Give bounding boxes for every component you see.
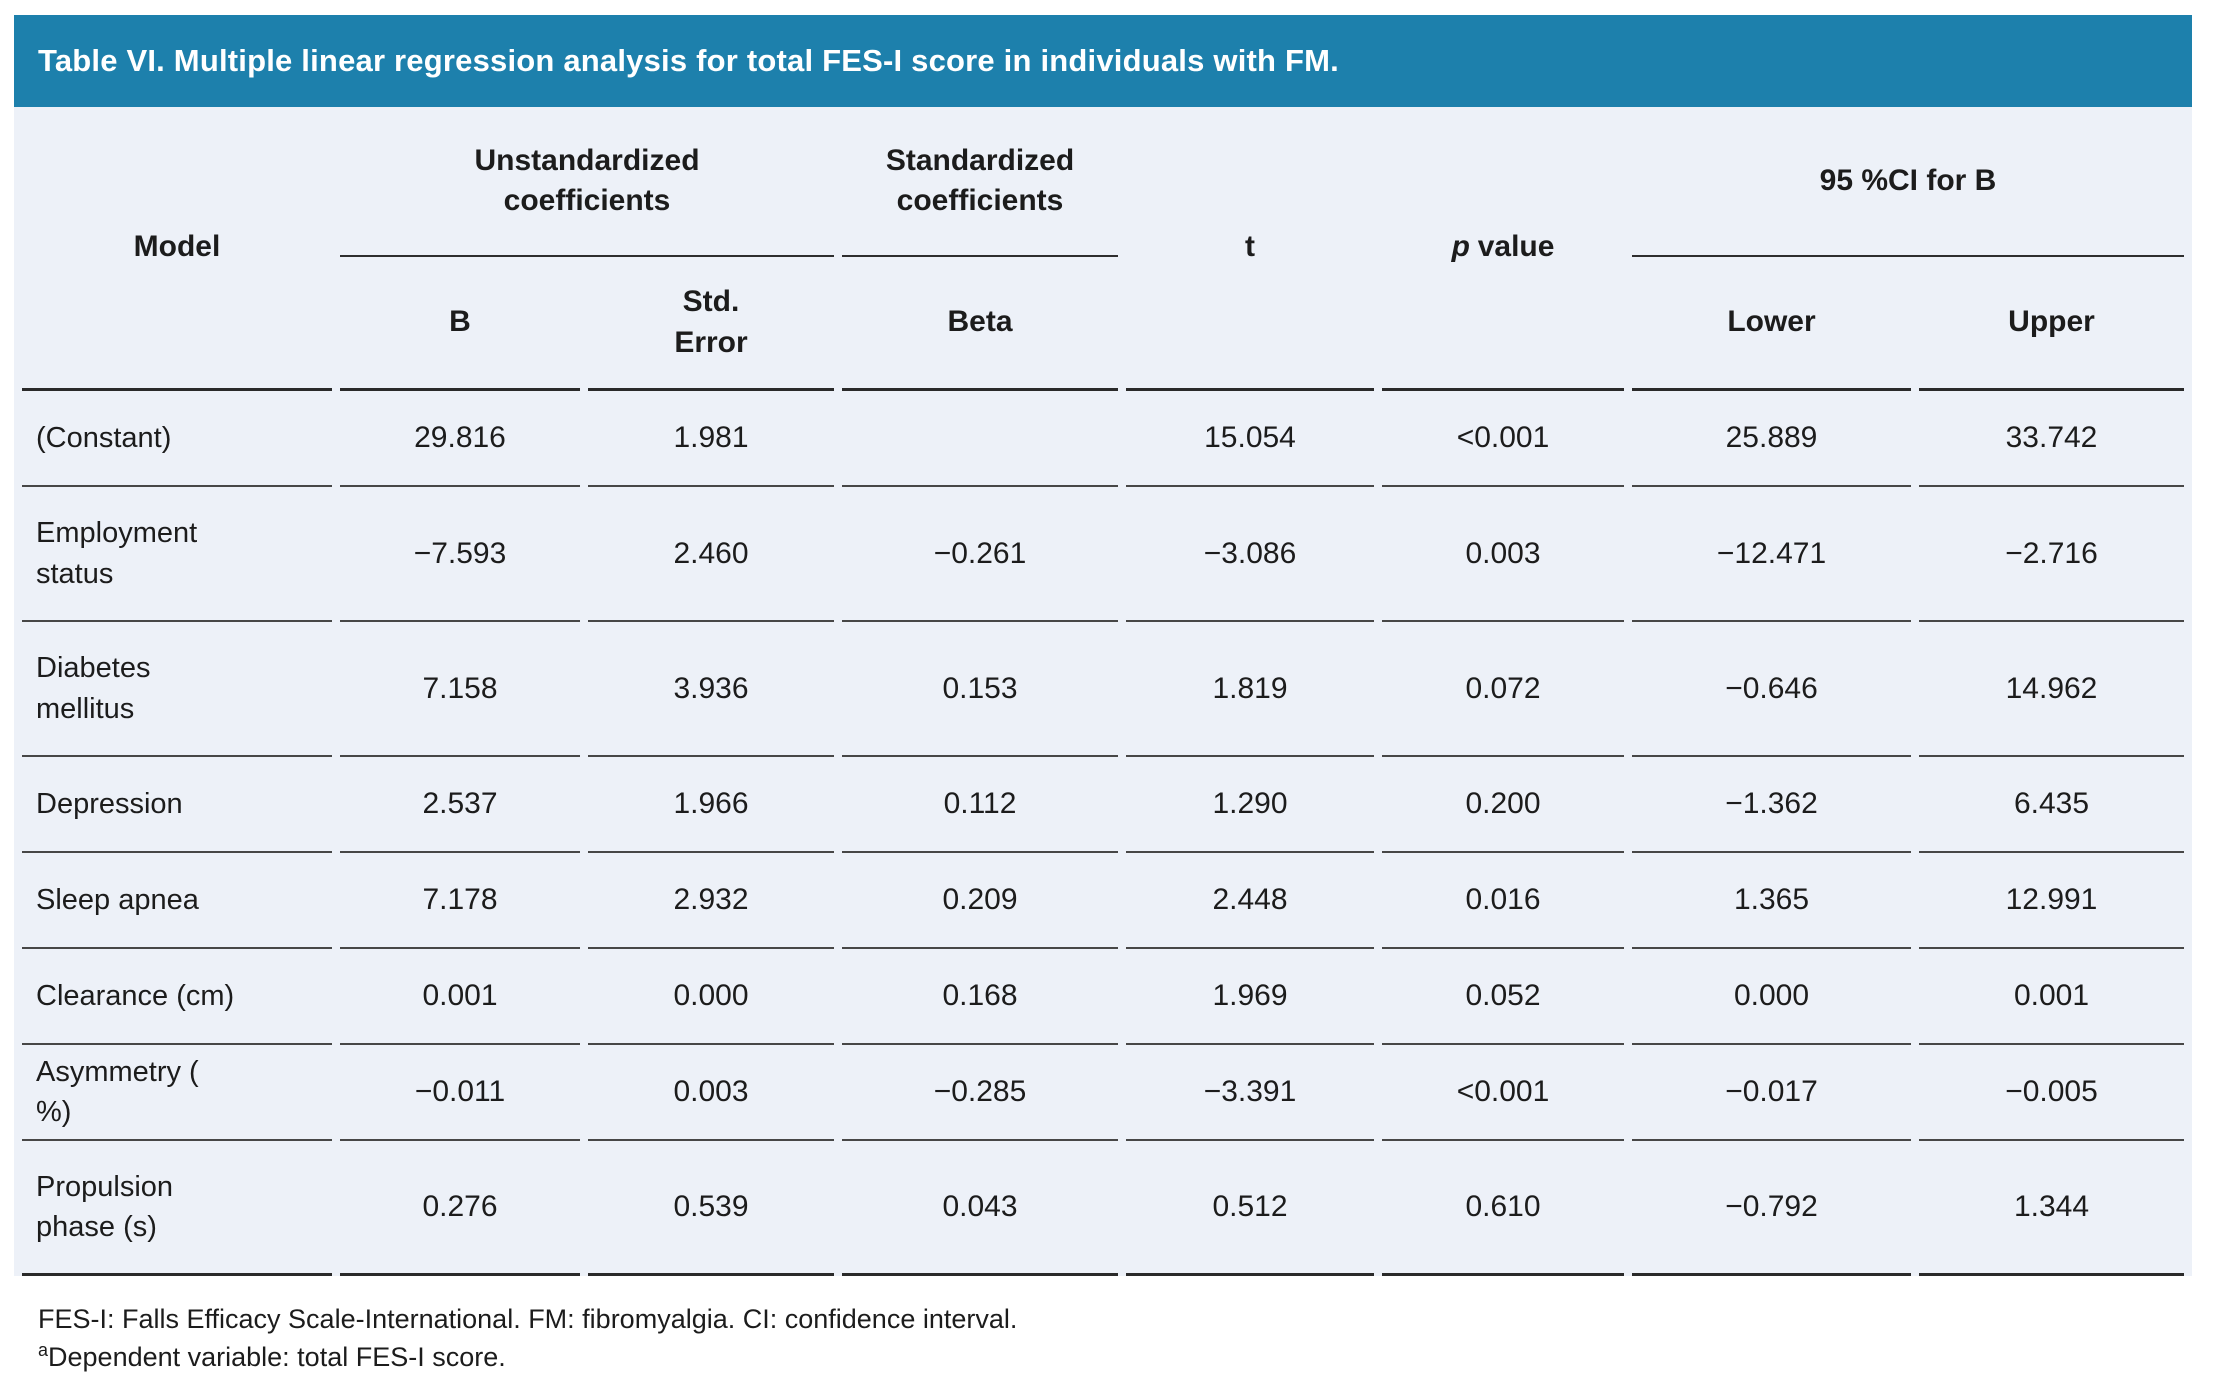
cell-t: 1.290 <box>1126 757 1374 853</box>
header-unstandardized: Unstandardized coefficients <box>340 107 834 257</box>
cell-b: −0.011 <box>340 1045 580 1141</box>
table-row: Propulsion phase (s) 0.276 0.539 0.043 0… <box>22 1141 2184 1276</box>
table-row: Employment status −7.593 2.460 −0.261 −3… <box>22 487 2184 622</box>
cell-upper: 6.435 <box>1919 757 2184 853</box>
cell-beta: −0.285 <box>842 1045 1118 1141</box>
cell-t: 1.819 <box>1126 622 1374 757</box>
cell-model: Clearance (cm) <box>22 949 332 1045</box>
cell-std-error: 3.936 <box>588 622 834 757</box>
regression-table: Model Unstandardized coefficients Standa… <box>14 107 2192 1276</box>
cell-b: 0.276 <box>340 1141 580 1276</box>
footnote-superscript-a: a <box>38 1340 49 1360</box>
cell-b: 7.178 <box>340 853 580 949</box>
cell-model: (Constant) <box>22 391 332 487</box>
cell-model: Employment status <box>22 487 332 622</box>
cell-lower: 1.365 <box>1632 853 1911 949</box>
cell-std-error: 1.966 <box>588 757 834 853</box>
cell-model: Depression <box>22 757 332 853</box>
cell-std-error: 2.460 <box>588 487 834 622</box>
p-value-word: value <box>1477 230 1555 264</box>
cell-upper: 1.344 <box>1919 1141 2184 1276</box>
header-model: Model <box>22 107 332 391</box>
cell-lower: −1.362 <box>1632 757 1911 853</box>
table-row: Diabetes mellitus 7.158 3.936 0.153 1.81… <box>22 622 2184 757</box>
cell-std-error: 0.539 <box>588 1141 834 1276</box>
header-ci: 95 %CI for B <box>1632 107 2184 257</box>
cell-beta: 0.112 <box>842 757 1118 853</box>
header-sub-row: B Std. Error Beta Lower Upper <box>22 257 2184 391</box>
cell-p-value: 0.072 <box>1382 622 1624 757</box>
cell-std-error: 2.932 <box>588 853 834 949</box>
header-beta: Beta <box>842 257 1118 391</box>
table-row: Depression 2.537 1.966 0.112 1.290 0.200… <box>22 757 2184 853</box>
cell-lower: 0.000 <box>1632 949 1911 1045</box>
cell-upper: 0.001 <box>1919 949 2184 1045</box>
footnote-dependent-variable: aDependent variable: total FES-I score. <box>38 1340 506 1372</box>
cell-t: 0.512 <box>1126 1141 1374 1276</box>
table-footnotes: FES-I: Falls Efficacy Scale-Internationa… <box>14 1300 2192 1376</box>
header-b: B <box>340 257 580 391</box>
cell-beta <box>842 391 1118 487</box>
table-title: Table VI. Multiple linear regression ana… <box>38 43 1339 78</box>
cell-upper: −0.005 <box>1919 1045 2184 1141</box>
cell-model: Propulsion phase (s) <box>22 1141 332 1276</box>
cell-upper: 33.742 <box>1919 391 2184 487</box>
cell-beta: 0.209 <box>842 853 1118 949</box>
table-sheet: Table VI. Multiple linear regression ana… <box>14 15 2192 1376</box>
cell-upper: 14.962 <box>1919 622 2184 757</box>
cell-upper: 12.991 <box>1919 853 2184 949</box>
header-upper: Upper <box>1919 257 2184 391</box>
cell-b: −7.593 <box>340 487 580 622</box>
cell-p-value: <0.001 <box>1382 391 1624 487</box>
cell-lower: −12.471 <box>1632 487 1911 622</box>
cell-p-value: 0.016 <box>1382 853 1624 949</box>
cell-std-error: 0.003 <box>588 1045 834 1141</box>
table-body: (Constant) 29.816 1.981 15.054 <0.001 25… <box>22 391 2184 1276</box>
cell-t: −3.086 <box>1126 487 1374 622</box>
cell-t: 2.448 <box>1126 853 1374 949</box>
table-row: Sleep apnea 7.178 2.932 0.209 2.448 0.01… <box>22 853 2184 949</box>
cell-p-value: 0.610 <box>1382 1141 1624 1276</box>
cell-p-value: 0.052 <box>1382 949 1624 1045</box>
header-lower: Lower <box>1632 257 1911 391</box>
table-row: Clearance (cm) 0.001 0.000 0.168 1.969 0… <box>22 949 2184 1045</box>
cell-beta: −0.261 <box>842 487 1118 622</box>
cell-t: 15.054 <box>1126 391 1374 487</box>
cell-model: Asymmetry ( %) <box>22 1045 332 1141</box>
table-header: Model Unstandardized coefficients Standa… <box>22 107 2184 391</box>
cell-beta: 0.153 <box>842 622 1118 757</box>
header-std-error: Std. Error <box>588 257 834 391</box>
cell-std-error: 1.981 <box>588 391 834 487</box>
table-title-bar: Table VI. Multiple linear regression ana… <box>14 15 2192 107</box>
cell-beta: 0.043 <box>842 1141 1118 1276</box>
table-row: Asymmetry ( %) −0.011 0.003 −0.285 −3.39… <box>22 1045 2184 1141</box>
cell-p-value: 0.003 <box>1382 487 1624 622</box>
cell-upper: −2.716 <box>1919 487 2184 622</box>
cell-t: −3.391 <box>1126 1045 1374 1141</box>
cell-b: 0.001 <box>340 949 580 1045</box>
cell-lower: −0.017 <box>1632 1045 1911 1141</box>
cell-model: Sleep apnea <box>22 853 332 949</box>
cell-b: 7.158 <box>340 622 580 757</box>
cell-lower: −0.646 <box>1632 622 1911 757</box>
cell-t: 1.969 <box>1126 949 1374 1045</box>
cell-lower: 25.889 <box>1632 391 1911 487</box>
cell-b: 2.537 <box>340 757 580 853</box>
footnote-abbreviations: FES-I: Falls Efficacy Scale-Internationa… <box>38 1304 1018 1334</box>
header-group-row: Model Unstandardized coefficients Standa… <box>22 107 2184 391</box>
header-p-value: p value <box>1382 107 1624 391</box>
cell-p-value: <0.001 <box>1382 1045 1624 1141</box>
cell-b: 29.816 <box>340 391 580 487</box>
cell-model: Diabetes mellitus <box>22 622 332 757</box>
cell-lower: −0.792 <box>1632 1141 1911 1276</box>
header-standardized: Standardized coefficients <box>842 107 1118 257</box>
cell-std-error: 0.000 <box>588 949 834 1045</box>
header-t: t <box>1126 107 1374 391</box>
p-italic: p <box>1451 230 1470 264</box>
cell-beta: 0.168 <box>842 949 1118 1045</box>
table-row: (Constant) 29.816 1.981 15.054 <0.001 25… <box>22 391 2184 487</box>
cell-p-value: 0.200 <box>1382 757 1624 853</box>
